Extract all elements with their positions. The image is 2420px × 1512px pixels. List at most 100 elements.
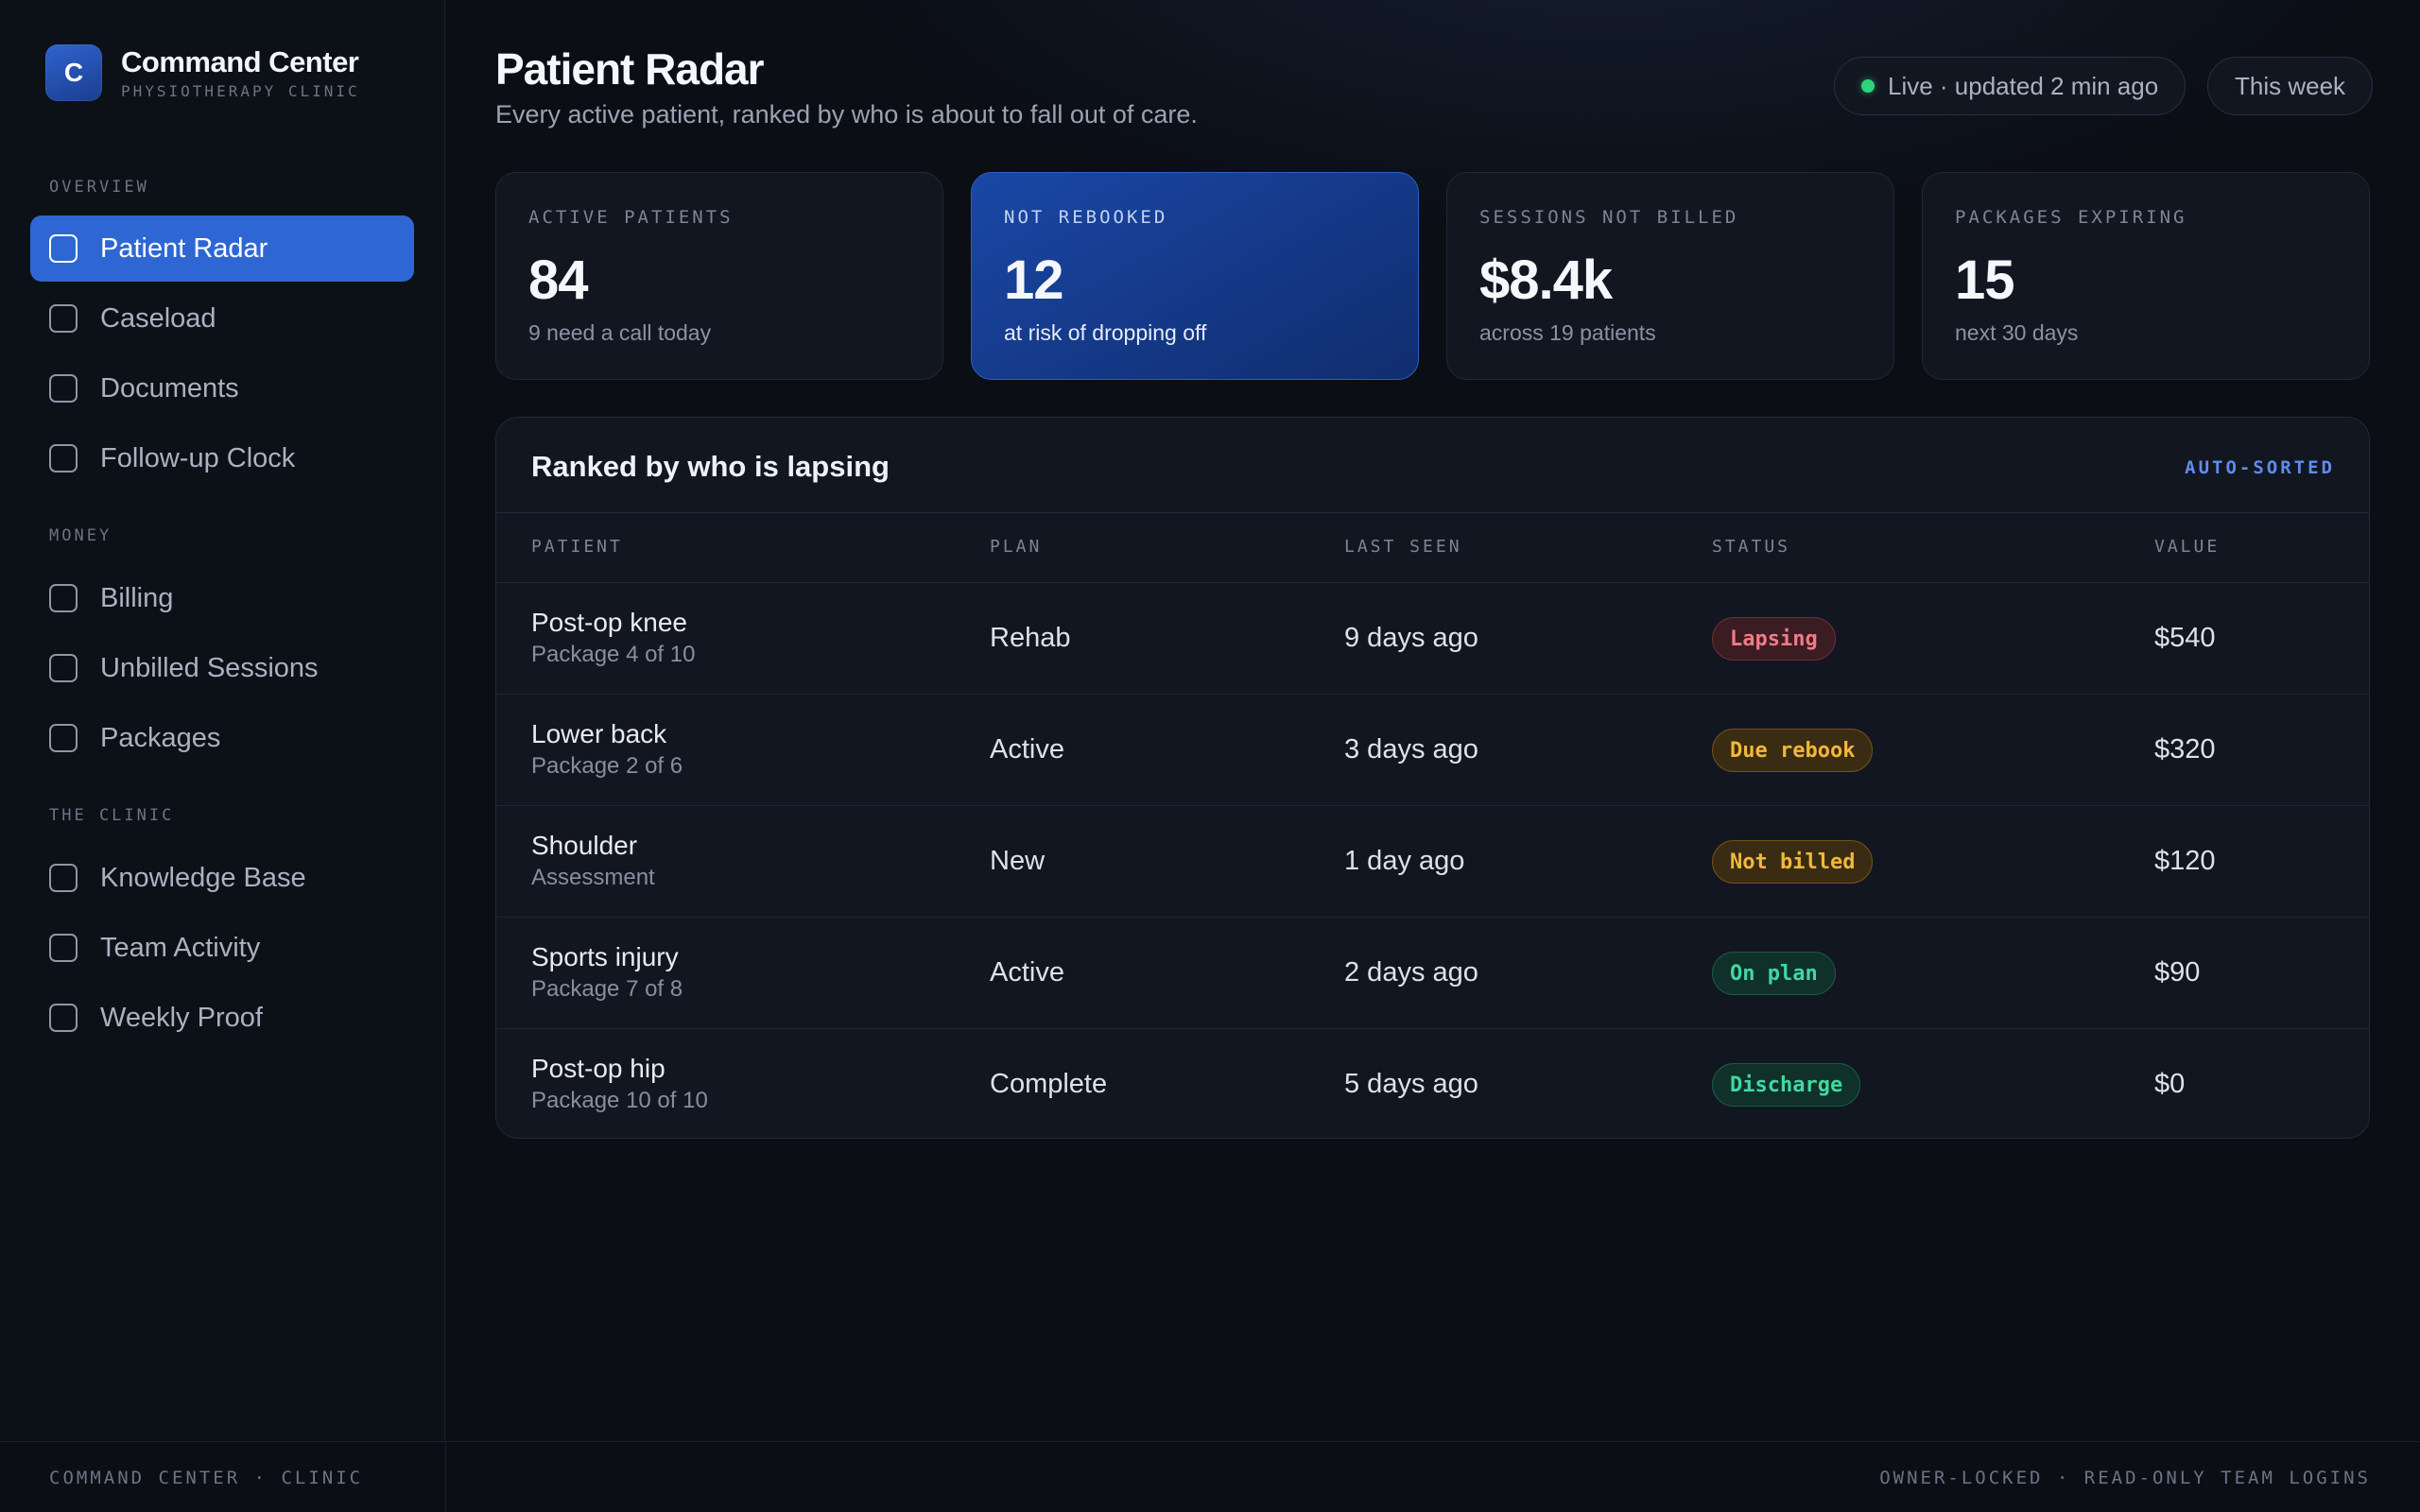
- patient-name: Shoulder: [531, 831, 638, 860]
- kpi-label: SESSIONS NOT BILLED: [1479, 207, 1739, 228]
- divider: [496, 512, 2369, 513]
- sidebar-item-billing[interactable]: Billing: [30, 565, 414, 631]
- patient-detail: Package 7 of 8: [531, 976, 683, 1002]
- status-badge: Due rebook: [1712, 729, 1874, 772]
- live-status-text: Live · updated 2 min ago: [1888, 71, 2159, 100]
- status-badge: Lapsing: [1712, 617, 1836, 661]
- nav-section-money: MONEY: [49, 526, 112, 545]
- sidebar-item-weekly-proof[interactable]: Weekly Proof: [30, 985, 414, 1051]
- kpi-note: across 19 patients: [1479, 320, 1656, 345]
- patient-name: Lower back: [531, 719, 667, 748]
- sidebar-item-label: Billing: [100, 582, 174, 613]
- value-cell: $0: [2154, 1069, 2186, 1099]
- sidebar-item-label: Unbilled Sessions: [100, 652, 319, 683]
- patient-table-card: Ranked by who is lapsing AUTO-SORTED PAT…: [495, 417, 2370, 1139]
- status-badge: On plan: [1712, 952, 1836, 995]
- sidebar-item-team-activity[interactable]: Team Activity: [30, 915, 414, 981]
- footer: COMMAND CENTER · CLINIC OWNER-LOCKED · R…: [0, 1441, 2420, 1512]
- brand-subtitle: PHYSIOTHERAPY CLINIC: [121, 81, 360, 100]
- sidebar-item-packages[interactable]: Packages: [30, 705, 414, 771]
- plan-cell: Rehab: [990, 623, 1071, 653]
- page-subtitle: Every active patient, ranked by who is a…: [495, 100, 1198, 129]
- value-cell: $120: [2154, 846, 2216, 876]
- column-header-status[interactable]: STATUS: [1712, 537, 1791, 557]
- sidebar-item-label: Packages: [100, 722, 221, 753]
- sidebar-item-label: Patient Radar: [100, 232, 268, 264]
- kpi-value: 12: [1004, 249, 1064, 311]
- sidebar-item-follow-up-clock[interactable]: Follow-up Clock: [30, 425, 414, 491]
- sidebar-item-label: Knowledge Base: [100, 862, 306, 893]
- sidebar-item-unbilled-sessions[interactable]: Unbilled Sessions: [30, 635, 414, 701]
- kpi-card-packages-expiring[interactable]: PACKAGES EXPIRING 15 next 30 days: [1922, 172, 2370, 380]
- checkbox-icon: [49, 1004, 78, 1032]
- checkbox-icon: [49, 934, 78, 962]
- kpi-note: next 30 days: [1955, 320, 2079, 345]
- footer-right-text: OWNER-LOCKED · READ-ONLY TEAM LOGINS: [1879, 1468, 2371, 1488]
- checkbox-icon: [49, 374, 78, 403]
- kpi-value: 84: [528, 249, 589, 311]
- sidebar-item-patient-radar[interactable]: Patient Radar: [30, 215, 414, 282]
- checkbox-icon: [49, 724, 78, 752]
- table-title: Ranked by who is lapsing: [531, 450, 890, 483]
- patient-detail: Package 4 of 10: [531, 642, 696, 667]
- sidebar-item-label: Follow-up Clock: [100, 442, 296, 473]
- kpi-note: at risk of dropping off: [1004, 320, 1207, 345]
- table-row[interactable]: Sports injury Package 7 of 8 Active 2 da…: [496, 918, 2369, 1029]
- nav-section-the-clinic: THE CLINIC: [49, 806, 175, 825]
- kpi-label: ACTIVE PATIENTS: [528, 207, 734, 228]
- sidebar-item-label: Team Activity: [100, 932, 261, 963]
- kpi-card-not-rebooked[interactable]: NOT REBOOKED 12 at risk of dropping off: [971, 172, 1419, 380]
- checkbox-icon: [49, 234, 78, 263]
- patient-name: Post-op knee: [531, 608, 687, 637]
- kpi-value: $8.4k: [1479, 249, 1613, 311]
- sidebar: C Command Center PHYSIOTHERAPY CLINIC OV…: [0, 0, 445, 1441]
- nav-section-overview: OVERVIEW: [49, 178, 149, 197]
- last-seen-cell: 2 days ago: [1344, 957, 1478, 988]
- last-seen-cell: 1 day ago: [1344, 846, 1465, 876]
- brand-text: Command Center PHYSIOTHERAPY CLINIC: [121, 44, 360, 100]
- sidebar-item-label: Caseload: [100, 302, 216, 334]
- divider: [445, 1442, 446, 1512]
- patient-detail: Assessment: [531, 865, 655, 890]
- plan-cell: Active: [990, 734, 1064, 765]
- kpi-card-sessions-not-billed[interactable]: SESSIONS NOT BILLED $8.4k across 19 pati…: [1446, 172, 1894, 380]
- table-row[interactable]: Lower back Package 2 of 6 Active 3 days …: [496, 695, 2369, 806]
- checkbox-icon: [49, 654, 78, 682]
- sidebar-item-knowledge-base[interactable]: Knowledge Base: [30, 845, 414, 911]
- column-header-plan[interactable]: PLAN: [990, 537, 1043, 557]
- kpi-card-active-patients[interactable]: ACTIVE PATIENTS 84 9 need a call today: [495, 172, 943, 380]
- patient-name: Sports injury: [531, 942, 679, 971]
- checkbox-icon: [49, 304, 78, 333]
- kpi-value: 15: [1955, 249, 2015, 311]
- patient-detail: Package 10 of 10: [531, 1088, 708, 1113]
- table-row[interactable]: Post-op knee Package 4 of 10 Rehab 9 day…: [496, 583, 2369, 695]
- value-cell: $320: [2154, 734, 2216, 765]
- value-cell: $90: [2154, 957, 2201, 988]
- brand-title: Command Center: [121, 44, 359, 78]
- column-header-value[interactable]: VALUE: [2154, 537, 2221, 557]
- checkbox-icon: [49, 444, 78, 472]
- kpi-label: PACKAGES EXPIRING: [1955, 207, 2187, 228]
- sidebar-item-caseload[interactable]: Caseload: [30, 285, 414, 352]
- column-header-last-seen[interactable]: LAST SEEN: [1344, 537, 1462, 557]
- live-status-pill: Live · updated 2 min ago: [1834, 57, 2187, 115]
- sidebar-item-label: Weekly Proof: [100, 1002, 263, 1033]
- live-dot-icon: [1861, 79, 1875, 93]
- plan-cell: Active: [990, 957, 1064, 988]
- divider: [496, 582, 2369, 583]
- checkbox-icon: [49, 864, 78, 892]
- range-button-label: This week: [2235, 71, 2346, 100]
- page-title: Patient Radar: [495, 44, 765, 94]
- table-row[interactable]: Shoulder Assessment New 1 day ago Not bi…: [496, 806, 2369, 918]
- last-seen-cell: 3 days ago: [1344, 734, 1478, 765]
- value-cell: $540: [2154, 623, 2216, 653]
- checkbox-icon: [49, 584, 78, 612]
- patient-detail: Package 2 of 6: [531, 753, 683, 779]
- kpi-note: 9 need a call today: [528, 320, 712, 345]
- table-row[interactable]: Post-op hip Package 10 of 10 Complete 5 …: [496, 1029, 2369, 1138]
- range-button[interactable]: This week: [2207, 57, 2374, 115]
- column-header-patient[interactable]: PATIENT: [531, 537, 623, 557]
- sidebar-item-documents[interactable]: Documents: [30, 355, 414, 421]
- brand[interactable]: C Command Center PHYSIOTHERAPY CLINIC: [45, 43, 360, 102]
- status-badge: Not billed: [1712, 840, 1874, 884]
